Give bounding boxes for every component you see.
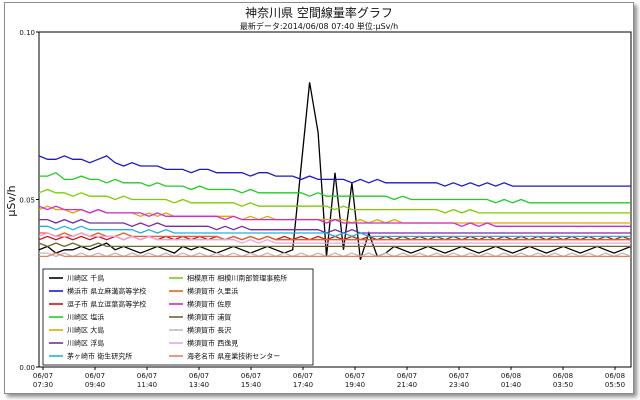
series-line [38, 232, 631, 244]
x-tick-label: 07:30 [33, 381, 53, 389]
series-line [39, 218, 631, 234]
x-tick-label: 06/08 [501, 372, 521, 380]
chart-title: 神奈川県 空間線量率グラフ [245, 5, 393, 20]
series-line [38, 155, 631, 187]
x-tick-label: 06/08 [553, 372, 573, 380]
legend-entry: 川崎区 浮島 [67, 339, 104, 348]
x-tick-label: 01:40 [501, 381, 521, 389]
series-line [38, 188, 631, 214]
legend-entry: 横須賀市 佐原 [187, 300, 231, 309]
x-tick-label: 06/07 [293, 372, 313, 380]
legend-entry: 横須賀市 久里浜 [187, 287, 238, 296]
x-tick-label: 06/07 [189, 372, 209, 380]
x-tick-label: 06/07 [449, 372, 469, 380]
series-line [38, 205, 631, 227]
y-tick-label: 0.05 [19, 197, 35, 205]
series-line [39, 225, 631, 238]
series-line [38, 82, 632, 260]
legend-entry: 茅ヶ崎市 衛生研究所 [67, 352, 132, 361]
y-tick-label: 0.10 [19, 29, 35, 37]
legend-entry: 川崎区 塩浜 [67, 313, 104, 322]
legend-entry: 横須賀市 西逸見 [187, 339, 238, 348]
y-tick-label: 0.00 [19, 364, 35, 372]
x-tick-label: 05:50 [605, 381, 625, 389]
plot-area: 0.000.050.1006/0707:3006/0709:4006/0711:… [19, 29, 632, 389]
legend-entry: 海老名市 県産業技術センター [187, 352, 280, 361]
x-tick-label: 06/08 [605, 372, 625, 380]
legend-entry: 横須賀市 浦賀 [187, 313, 231, 322]
legend-entry: 相模原市 相模川南部管理事務所 [187, 274, 287, 283]
legend-entry: 川崎区 大島 [67, 326, 104, 335]
x-tick-label: 23:40 [449, 381, 469, 389]
chart-subtitle: 最新データ:2014/06/08 07:40 単位:μSv/h [240, 21, 398, 31]
series-line [38, 205, 631, 224]
x-tick-label: 06/07 [345, 372, 365, 380]
x-tick-label: 06/07 [241, 372, 261, 380]
x-tick-label: 19:40 [345, 381, 365, 389]
x-tick-label: 11:40 [137, 381, 157, 389]
y-axis-label: μSv/h [5, 185, 18, 216]
legend-entry: 川崎区 千鳥 [67, 274, 104, 283]
legend-entry: 横浜市 県立麻溝高等学校 [67, 287, 146, 296]
chart-frame: 神奈川県 空間線量率グラフ 最新データ:2014/06/08 07:40 単位:… [4, 2, 634, 394]
x-tick-label: 13:40 [189, 381, 209, 389]
x-tick-label: 06/07 [33, 372, 53, 380]
x-tick-label: 06/07 [137, 372, 157, 380]
legend-entry: 横須賀市 長沢 [187, 326, 231, 335]
x-tick-label: 17:40 [293, 381, 313, 389]
x-tick-label: 21:40 [397, 381, 417, 389]
series-line [39, 252, 632, 258]
x-tick-label: 15:40 [241, 381, 261, 389]
series-line [39, 171, 631, 204]
series-line [39, 252, 631, 258]
x-tick-label: 03:50 [553, 381, 573, 389]
x-tick-label: 06/07 [397, 372, 417, 380]
x-tick-label: 06/07 [85, 372, 105, 380]
series-line [39, 232, 631, 241]
chart-svg: 神奈川県 空間線量率グラフ 最新データ:2014/06/08 07:40 単位:… [5, 5, 632, 389]
series-line [38, 242, 631, 248]
legend-entry: 逗子市 県立逗葉高等学校 [67, 300, 146, 309]
x-tick-label: 09:40 [85, 381, 105, 389]
